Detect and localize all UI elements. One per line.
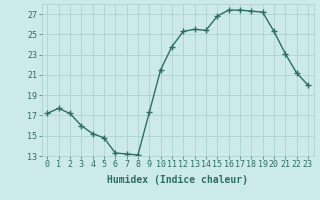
X-axis label: Humidex (Indice chaleur): Humidex (Indice chaleur) — [107, 175, 248, 185]
